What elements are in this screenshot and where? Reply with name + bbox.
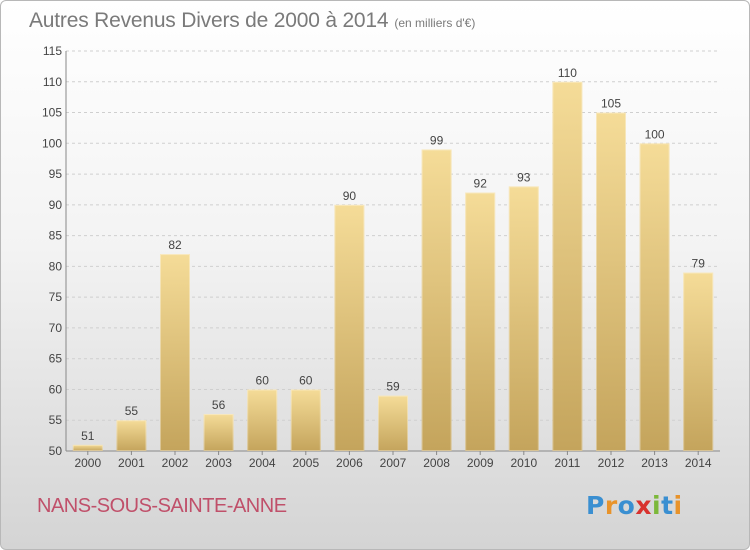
bar-value-label: 56	[212, 398, 226, 412]
bar-value-label: 59	[386, 380, 400, 394]
x-tick-label: 2010	[510, 456, 537, 470]
logo-letter: P	[586, 491, 605, 520]
bar-value-label: 93	[517, 170, 531, 184]
bar	[160, 254, 190, 451]
bar-highlight	[116, 420, 147, 452]
bar-highlight	[596, 112, 626, 452]
y-tick-label: 55	[49, 413, 63, 427]
bar-highlight	[203, 414, 234, 452]
logo-letter: r	[604, 491, 618, 520]
x-tick-label: 2013	[641, 456, 668, 470]
x-tick-label: 2012	[598, 456, 625, 470]
y-tick-label: 100	[42, 136, 62, 150]
logo-letter: x	[635, 491, 652, 520]
bar-value-label: 90	[343, 189, 357, 203]
bar	[421, 149, 452, 451]
logo-letter: o	[617, 491, 636, 520]
chart-title: Autres Revenus Divers de 2000 à 2014 (en …	[29, 9, 475, 33]
bar	[378, 395, 408, 451]
x-tick-label: 2002	[162, 456, 189, 470]
bar-value-label: 82	[168, 238, 182, 252]
bar	[552, 81, 583, 452]
proxiti-logo: Proxiti	[586, 491, 683, 520]
bar-highlight	[508, 186, 539, 451]
y-tick-label: 75	[49, 290, 63, 304]
bar	[683, 272, 714, 451]
bar-highlight	[378, 395, 408, 452]
bar	[290, 389, 321, 451]
bar-highlight	[421, 149, 452, 451]
bar-value-label: 100	[645, 127, 665, 141]
y-tick-label: 60	[49, 382, 63, 396]
bar	[116, 420, 147, 451]
chart-unit: (en milliers d'€)	[394, 16, 476, 30]
logo-letter: t	[661, 491, 674, 520]
bar-value-label: 99	[430, 133, 444, 147]
x-tick-label: 2005	[292, 456, 319, 470]
y-tick-label: 110	[43, 75, 62, 89]
bar-highlight	[639, 143, 670, 452]
bar-value-label: 92	[474, 177, 488, 191]
y-tick-label: 80	[49, 259, 63, 273]
bar-highlight	[683, 272, 714, 451]
y-tick-label: 85	[49, 229, 63, 243]
commune-name: NANS-SOUS-SAINTE-ANNE	[37, 495, 287, 517]
bar	[72, 444, 103, 451]
bar-value-label: 60	[299, 373, 313, 387]
bar-highlight	[290, 389, 321, 452]
bar	[596, 112, 626, 452]
bar	[639, 143, 670, 452]
x-tick-label: 2000	[74, 456, 101, 470]
x-tick-label: 2004	[249, 456, 276, 470]
bar-highlight	[160, 254, 190, 451]
y-tick-label: 105	[42, 106, 62, 120]
x-tick-label: 2003	[205, 456, 232, 470]
bar-highlight	[247, 389, 278, 452]
x-tick-label: 2007	[380, 456, 407, 470]
bar-value-label: 110	[558, 66, 577, 80]
bar-value-label: 51	[81, 429, 95, 443]
bar-value-label: 55	[125, 404, 139, 418]
y-tick-label: 90	[49, 198, 63, 212]
y-tick-label: 70	[49, 321, 63, 335]
bar	[203, 414, 234, 451]
bar	[465, 192, 496, 452]
bar-highlight	[72, 444, 103, 452]
bar-highlight	[334, 204, 365, 451]
bar-highlight	[465, 192, 496, 452]
y-tick-label: 115	[43, 44, 62, 58]
bar-value-label: 60	[256, 373, 270, 387]
x-tick-label: 2009	[467, 456, 494, 470]
x-tick-label: 2006	[336, 456, 363, 470]
logo-letter: i	[673, 491, 683, 520]
x-tick-label: 2001	[118, 456, 145, 470]
x-tick-label: 2008	[423, 456, 450, 470]
y-tick-label: 50	[49, 444, 63, 458]
x-tick-label: 2014	[685, 456, 712, 470]
y-tick-label: 65	[49, 352, 63, 366]
bar-value-label: 105	[601, 97, 621, 111]
bar-value-label: 79	[692, 257, 706, 271]
x-tick-label: 2011	[554, 456, 580, 470]
bar-highlight	[552, 81, 583, 452]
bar	[508, 186, 539, 451]
bar	[247, 389, 278, 451]
bar	[334, 204, 365, 451]
y-tick-label: 95	[49, 167, 63, 181]
chart-title-text: Autres Revenus Divers de 2000 à 2014	[29, 9, 389, 32]
logo-letter: i	[652, 491, 662, 520]
